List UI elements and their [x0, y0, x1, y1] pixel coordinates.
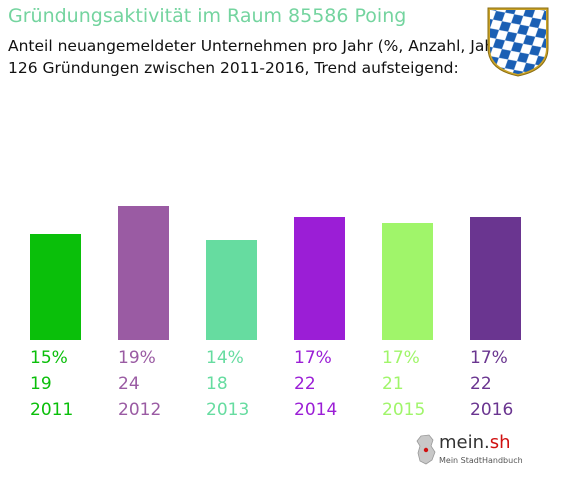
- bar-2013: [206, 239, 257, 340]
- bar-2016: [470, 217, 521, 340]
- bar-2012: [118, 206, 169, 340]
- bar-2011: [30, 233, 81, 340]
- logo-text-accent: sh: [489, 432, 511, 453]
- count-label-2016: 22: [470, 374, 492, 394]
- count-label-2011: 19: [30, 374, 52, 394]
- percent-label-2015: 17%: [382, 348, 420, 368]
- year-label-2011: 2011: [30, 400, 74, 420]
- year-label-2015: 2015: [382, 400, 426, 420]
- chart-subtitle: Anteil neuangemeldeter Unternehmen pro J…: [8, 35, 507, 79]
- subtitle-line-2: 126 Gründungen zwischen 2011-2016, Trend…: [8, 59, 459, 77]
- percent-label-2011: 15%: [30, 348, 68, 368]
- percent-label-2012: 19%: [118, 348, 156, 368]
- year-label-2016: 2016: [470, 400, 514, 420]
- percent-label-2016: 17%: [470, 348, 508, 368]
- bar-2015: [382, 222, 433, 340]
- subtitle-line-1: Anteil neuangemeldeter Unternehmen pro J…: [8, 37, 507, 55]
- bar-2014: [294, 217, 345, 340]
- year-label-2014: 2014: [294, 400, 338, 420]
- percent-label-2013: 14%: [206, 348, 244, 368]
- count-label-2012: 24: [118, 374, 140, 394]
- logo-text: mein.sh: [439, 432, 511, 453]
- year-label-2012: 2012: [118, 400, 162, 420]
- count-label-2013: 18: [206, 374, 228, 394]
- chart-title: Gründungsaktivität im Raum 85586 Poing: [8, 5, 407, 27]
- germany-map-icon: [416, 434, 436, 465]
- coat-of-arms-icon: [487, 7, 549, 77]
- logo-tagline: Mein StadtHandbuch: [439, 456, 523, 465]
- year-label-2013: 2013: [206, 400, 250, 420]
- logo-text-main: mein.: [439, 432, 490, 453]
- percent-label-2014: 17%: [294, 348, 332, 368]
- count-label-2015: 21: [382, 374, 404, 394]
- count-label-2014: 22: [294, 374, 316, 394]
- mein-sh-logo: mein.sh Mein StadtHandbuch: [415, 432, 535, 472]
